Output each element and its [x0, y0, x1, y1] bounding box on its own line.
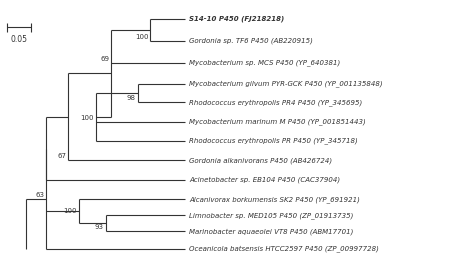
Text: Limnobacter sp. MED105 P450 (ZP_01913735): Limnobacter sp. MED105 P450 (ZP_01913735…: [189, 212, 354, 219]
Text: Mycobacterium marinum M P450 (YP_001851443): Mycobacterium marinum M P450 (YP_0018514…: [189, 118, 366, 125]
Text: 98: 98: [127, 95, 136, 101]
Text: Oceanicola batsensis HTCC2597 P450 (ZP_00997728): Oceanicola batsensis HTCC2597 P450 (ZP_0…: [189, 245, 379, 252]
Text: 69: 69: [100, 56, 109, 62]
Text: Alcanivorax borkumensis SK2 P450 (YP_691921): Alcanivorax borkumensis SK2 P450 (YP_691…: [189, 196, 360, 203]
Text: Acinetobacter sp. EB104 P450 (CAC37904): Acinetobacter sp. EB104 P450 (CAC37904): [189, 177, 340, 183]
Text: 93: 93: [95, 224, 104, 230]
Text: 100: 100: [64, 208, 77, 214]
Text: 100: 100: [80, 115, 94, 121]
Text: Marinobacter aquaeolei VT8 P450 (ABM17701): Marinobacter aquaeolei VT8 P450 (ABM1770…: [189, 228, 354, 235]
Text: 0.05: 0.05: [11, 35, 27, 44]
Text: Rhodococcus erythropolis PR P450 (YP_345718): Rhodococcus erythropolis PR P450 (YP_345…: [189, 137, 358, 144]
Text: 67: 67: [57, 153, 66, 159]
Text: Mycobacterium sp. MCS P450 (YP_640381): Mycobacterium sp. MCS P450 (YP_640381): [189, 60, 340, 66]
Text: 63: 63: [35, 192, 44, 198]
Text: 100: 100: [135, 34, 148, 40]
Text: Gordonia alkanivorans P450 (AB426724): Gordonia alkanivorans P450 (AB426724): [189, 157, 332, 164]
Text: Mycobacterium gilvum PYR-GCK P450 (YP_001135848): Mycobacterium gilvum PYR-GCK P450 (YP_00…: [189, 80, 383, 87]
Text: S14-10 P450 (FJ218218): S14-10 P450 (FJ218218): [189, 15, 284, 22]
Text: Gordonia sp. TF6 P450 (AB220915): Gordonia sp. TF6 P450 (AB220915): [189, 38, 313, 44]
Text: Rhodococcus erythropolis PR4 P450 (YP_345695): Rhodococcus erythropolis PR4 P450 (YP_34…: [189, 99, 363, 106]
